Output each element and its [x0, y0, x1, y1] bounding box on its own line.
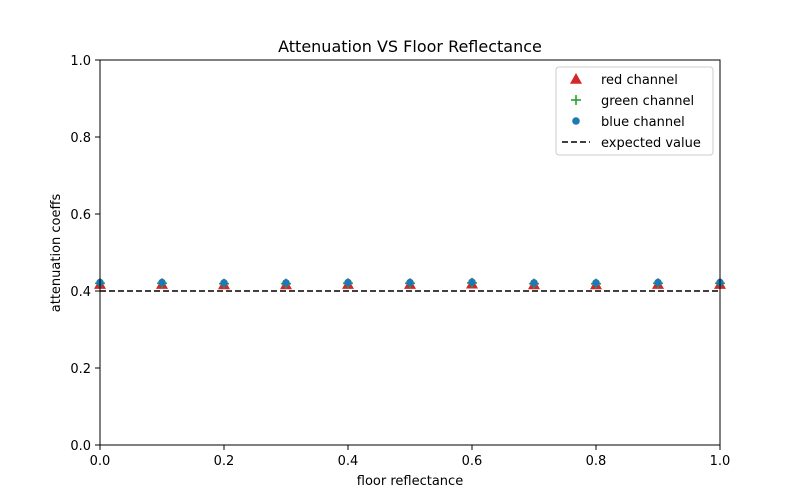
y-axis-label: attenuation coeffs [49, 194, 64, 313]
blue-channel-point [406, 278, 414, 287]
blue-channel-point [592, 279, 600, 287]
x-tick-label: 1.0 [710, 454, 731, 469]
legend-marker-swatch [572, 117, 580, 125]
legend-label: green channel [601, 94, 694, 109]
x-tick-label: 0.0 [90, 454, 111, 469]
y-tick-label: 0.2 [70, 362, 91, 377]
legend-label: red channel [601, 73, 678, 88]
y-tick-label: 0.0 [70, 439, 91, 454]
blue-channel-point [220, 279, 228, 287]
legend-label: expected value [601, 136, 701, 151]
axis-ticks: 0.0 0.2 0.4 0.6 0.8 1.0 0.0 0.2 0.4 0.6 0.8 1.0 [70, 54, 730, 469]
legend-label: blue channel [601, 115, 685, 130]
legend-marker-swatch [570, 73, 582, 84]
y-tick-label: 1.0 [70, 54, 91, 69]
blue-channel-point [654, 278, 662, 287]
legend-box [555, 66, 714, 156]
legend-expected-value: expected value [562, 136, 701, 151]
x-tick-label: 0.6 [462, 454, 483, 469]
x-tick-label: 0.8 [586, 454, 607, 469]
y-tick-label: 0.8 [70, 131, 91, 146]
legend-green-channel: green channel [571, 94, 694, 109]
x-tick-label: 0.2 [214, 454, 235, 469]
y-tick-label: 0.6 [70, 208, 91, 223]
x-axis-label: floor reflectance [357, 474, 463, 489]
blue-channel-point [530, 279, 538, 287]
blue-channel-point [344, 278, 352, 287]
blue-channel-point [282, 279, 290, 287]
blue-channel-point [158, 278, 166, 287]
y-tick-label: 0.4 [70, 285, 91, 300]
legend-blue-channel: blue channel [572, 115, 685, 130]
blue-channel-point [468, 278, 476, 286]
plot-area [94, 277, 726, 292]
chart-title: Attenuation VS Floor Reflectance [278, 37, 542, 56]
legend-marker-swatch [571, 95, 581, 105]
plot-frame [99, 59, 721, 446]
legend: red channel green channel blue channel expe… [555, 66, 714, 156]
x-tick-label: 0.4 [338, 454, 359, 469]
legend-red-channel: red channel [570, 73, 678, 88]
